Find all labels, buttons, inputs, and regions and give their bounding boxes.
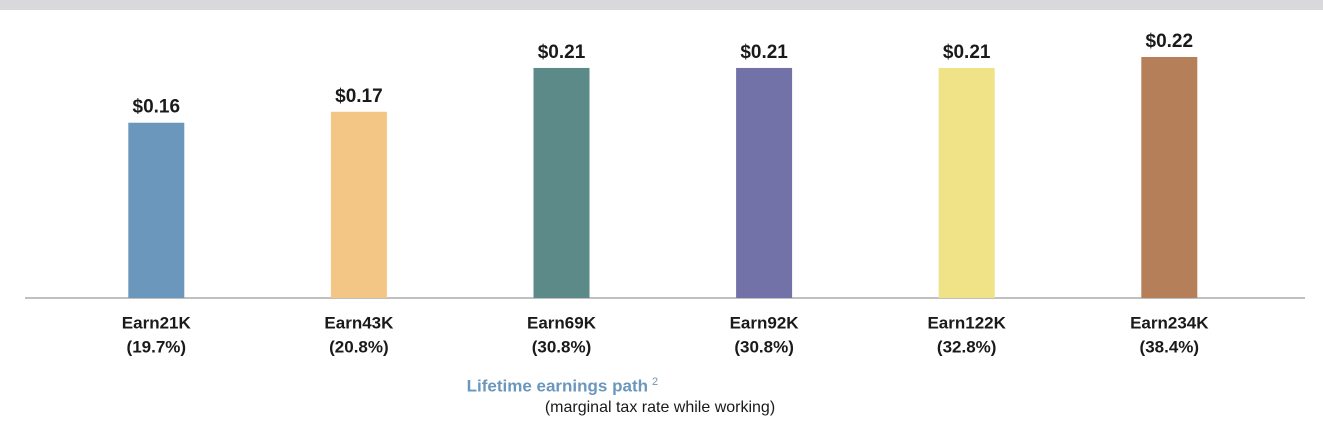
x-tick-label: Earn21K xyxy=(122,313,192,332)
value-label: $0.21 xyxy=(538,42,586,63)
value-label: $0.21 xyxy=(740,42,788,63)
x-axis-sublabel: (marginal tax rate while working) xyxy=(545,399,775,416)
bar xyxy=(938,67,995,298)
x-axis-label: Lifetime earnings path xyxy=(467,376,648,395)
bar xyxy=(533,67,590,298)
bar xyxy=(128,122,185,299)
top-band xyxy=(0,0,1323,10)
value-label: $0.22 xyxy=(1146,31,1194,52)
bar xyxy=(1141,57,1198,298)
x-tick-label: (19.7%) xyxy=(127,337,187,356)
x-tick-label: (20.8%) xyxy=(329,337,389,356)
value-label: $0.21 xyxy=(943,42,991,63)
x-tick-label: (30.8%) xyxy=(532,337,592,356)
x-tick-label: Earn69K xyxy=(527,313,597,332)
bar xyxy=(736,67,793,298)
x-tick-label: Earn92K xyxy=(730,313,800,332)
x-tick-label: (30.8%) xyxy=(734,337,794,356)
x-tick-label: Earn43K xyxy=(324,313,394,332)
x-axis-footnote: 2 xyxy=(652,376,658,388)
x-tick-label: Earn234K xyxy=(1130,313,1209,332)
x-tick-label: Earn122K xyxy=(927,313,1006,332)
x-tick-label: (32.8%) xyxy=(937,337,997,356)
value-label: $0.17 xyxy=(335,86,383,107)
bar xyxy=(330,111,387,298)
value-label: $0.16 xyxy=(133,97,181,118)
x-tick-label: (38.4%) xyxy=(1140,337,1200,356)
